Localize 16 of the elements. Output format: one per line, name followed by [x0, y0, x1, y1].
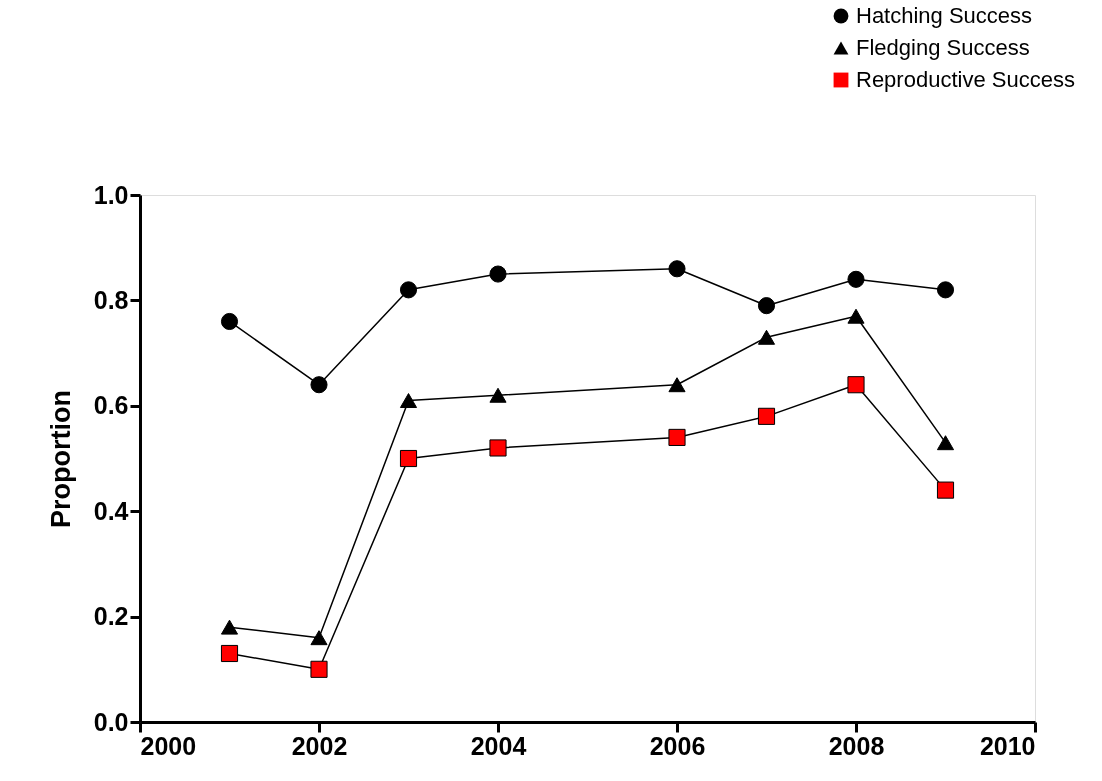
x-tick-label: 2002 — [291, 731, 348, 760]
y-tick-label: 1.0 — [93, 180, 129, 209]
x-tick-label: 2010 — [979, 731, 1036, 760]
x-tick-label: 2006 — [649, 731, 706, 760]
x-tick-label: 2008 — [828, 731, 885, 760]
legend-label: Reproductive Success — [856, 67, 1075, 92]
y-axis-title: Proportion — [45, 390, 76, 528]
y-tick-label: 0.4 — [93, 496, 129, 525]
y-tick-label: 0.0 — [93, 707, 129, 736]
x-tick-label: 2004 — [470, 731, 527, 760]
y-tick-label: 0.8 — [93, 285, 129, 314]
y-tick-label: 0.2 — [93, 602, 129, 631]
legend-label: Hatching Success — [856, 3, 1033, 28]
x-tick-label: 2000 — [140, 731, 197, 760]
legend-label: Fledging Success — [856, 35, 1030, 60]
y-tick-label: 0.6 — [93, 391, 129, 420]
